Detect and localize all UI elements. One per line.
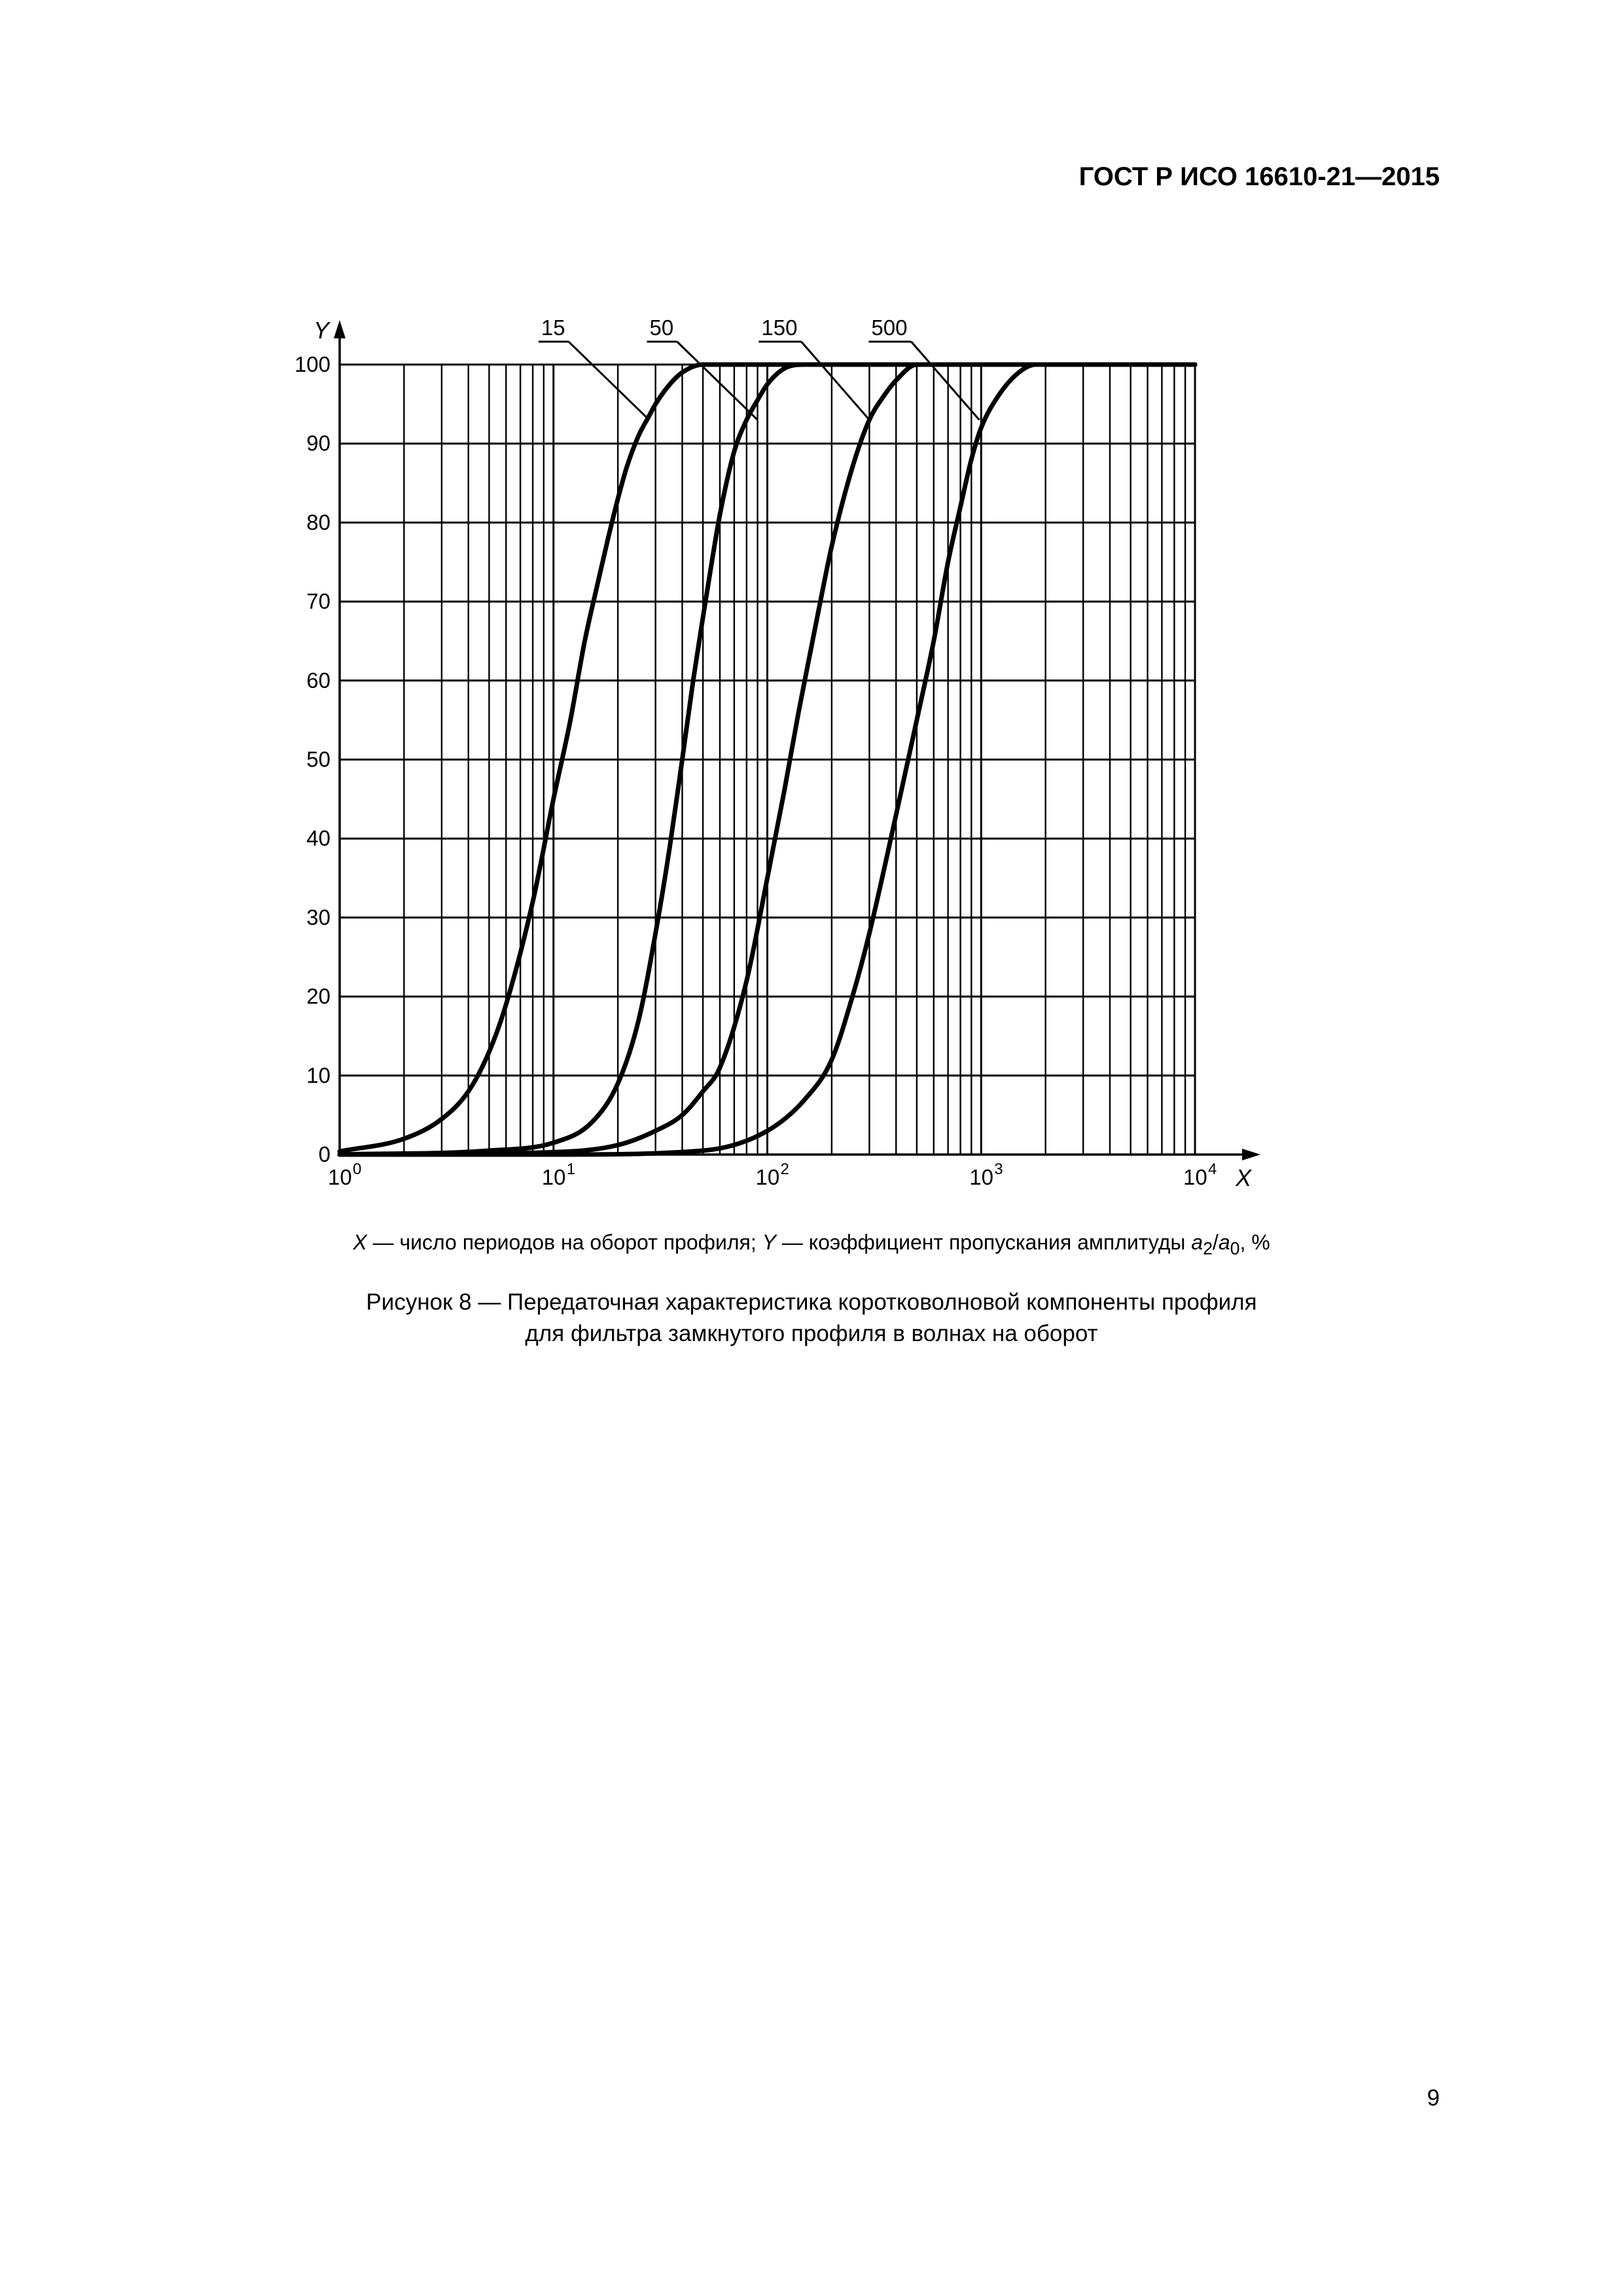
curve-label-15: 15	[541, 315, 565, 340]
legend-y-text: — коэффициент пропускания амплитуды	[776, 1230, 1192, 1254]
x-tick-label: 10	[1183, 1165, 1207, 1189]
series-line-15	[337, 362, 1198, 1154]
x-axis-arrow-icon	[1242, 1149, 1260, 1160]
x-tick-label-exponent: 4	[1208, 1160, 1217, 1178]
legend-y-symbol: Y	[762, 1230, 776, 1254]
chart-grid	[338, 363, 1196, 1156]
legend-ratio-num-sub: 2	[1203, 1238, 1213, 1259]
chart-series	[337, 362, 1198, 1157]
y-tick-label: 0	[319, 1142, 330, 1166]
series-line-150	[337, 362, 1198, 1157]
x-tick-label: 10	[542, 1165, 566, 1189]
legend-ratio-unit: , %	[1240, 1230, 1270, 1254]
caption-line-2: для фильтра замкнутого профиля в волнах …	[525, 1321, 1098, 1346]
curve-label-leader	[800, 341, 870, 421]
legend-ratio-num: a	[1191, 1230, 1204, 1254]
y-tick-label: 40	[306, 826, 330, 850]
x-tick-label: 10	[969, 1165, 993, 1189]
legend-ratio-slash: /	[1212, 1230, 1219, 1254]
y-tick-label: 70	[306, 589, 330, 613]
legend-ratio-den: a	[1218, 1230, 1230, 1254]
y-tick-label: 30	[306, 905, 330, 929]
y-axis-arrow-icon	[334, 320, 346, 338]
x-tick-label: 10	[756, 1165, 780, 1189]
curve-label-leader	[676, 340, 758, 421]
chart-axes	[334, 320, 1260, 1160]
curve-label-150: 150	[761, 315, 797, 340]
legend-x-text: — число периодов на оборот профиля;	[366, 1230, 762, 1254]
y-tick-label: 60	[306, 668, 330, 692]
x-axis-label: X	[1235, 1164, 1253, 1191]
x-tick-label: 10	[328, 1165, 352, 1189]
curve-label-50: 50	[650, 315, 674, 340]
legend-x-symbol: X	[353, 1230, 367, 1254]
x-tick-label-exponent: 1	[567, 1160, 575, 1178]
x-tick-label-exponent: 2	[781, 1160, 789, 1178]
figure-caption: Рисунок 8 — Передаточная характеристика …	[0, 1287, 1623, 1350]
y-tick-label: 20	[306, 984, 330, 1009]
legend-ratio-den-sub: 0	[1230, 1238, 1240, 1259]
curve-label-leader	[910, 341, 980, 421]
series-line-50	[337, 362, 1198, 1157]
page-number: 9	[1427, 2085, 1440, 2111]
standard-header: ГОСТ Р ИСО 16610-21—2015	[1079, 162, 1440, 191]
y-axis-label: Y	[313, 317, 331, 344]
axis-legend: X — число периодов на оборот профиля; Y …	[0, 1230, 1623, 1259]
y-tick-label: 50	[306, 747, 330, 772]
y-tick-label: 100	[294, 352, 330, 376]
series-line-500	[337, 362, 1198, 1157]
chart-curve-labels: 15 50 150 500	[538, 315, 980, 421]
curve-label-leader	[567, 340, 650, 421]
y-tick-label: 90	[306, 431, 330, 456]
x-tick-label-exponent: 3	[994, 1160, 1003, 1178]
y-tick-label: 10	[306, 1063, 330, 1087]
caption-line-1: Рисунок 8 — Передаточная характеристика …	[366, 1289, 1257, 1315]
y-tick-label: 80	[306, 510, 330, 534]
curve-label-500: 500	[871, 315, 907, 340]
x-tick-label-exponent: 0	[353, 1160, 361, 1178]
